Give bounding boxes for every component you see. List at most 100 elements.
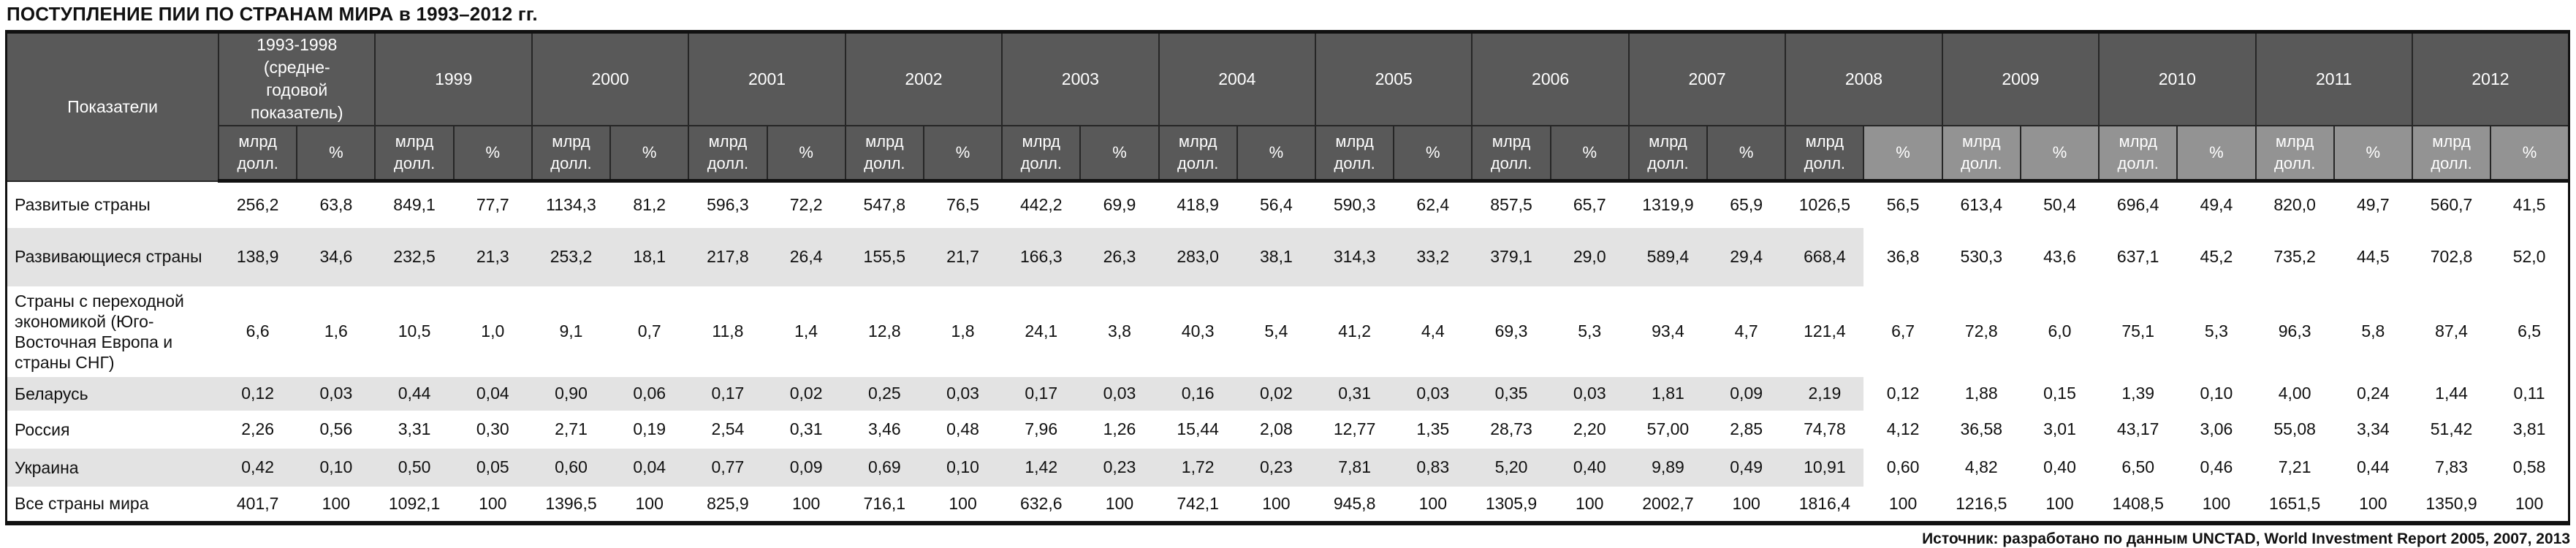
data-cell: 4,4 [1394,286,1473,377]
data-cell: 1092,1 [375,486,454,523]
data-cell: 820,0 [2255,180,2334,228]
data-cell: 379,1 [1472,227,1551,286]
period-header-cell: 2008 [1785,31,1943,126]
data-cell: 166,3 [1002,227,1081,286]
data-cell: 100 [923,486,1003,523]
data-cell: 155,5 [845,227,924,286]
years-header-row: Показатели 1993-1998 (средне- годовой пок… [5,31,2570,182]
row-label-cell: Беларусь [6,376,219,411]
unit-header-cell: млрд долл. [1785,124,1865,183]
table-body: Развитые страны 256,2 63,8 849,1 77,7 1134,3 8… [6,180,2569,523]
data-cell: 0,05 [453,448,532,487]
unit-header-cell: % [296,124,376,183]
data-cell: 2,20 [1550,410,1629,449]
data-cell: 0,56 [297,410,376,449]
data-cell: 44,5 [2333,227,2412,286]
data-cell: 547,8 [845,180,924,228]
data-cell: 442,2 [1002,180,1081,228]
period-header-cell: 2001 [688,31,846,126]
unit-header-cell: % [452,124,533,183]
data-cell: 100 [1236,486,1315,523]
data-cell: 702,8 [2412,227,2491,286]
data-cell: 93,4 [1628,286,1708,377]
data-cell: 0,40 [1550,448,1629,487]
data-cell: 0,10 [2177,376,2256,411]
data-cell: 72,2 [767,180,846,228]
unit-header-cell: % [1236,124,1317,183]
data-cell: 1651,5 [2255,486,2334,523]
period-header-cell: 2005 [1314,31,1473,126]
data-cell: 0,77 [688,448,767,487]
unit-header-cell: млрд долл. [688,124,768,183]
unit-header-cell: % [766,124,846,183]
data-cell: 100 [297,486,376,523]
data-cell: 38,1 [1236,227,1315,286]
data-cell: 401,7 [219,486,297,523]
data-cell: 696,4 [2099,180,2178,228]
data-cell: 1319,9 [1628,180,1708,228]
data-cell: 716,1 [845,486,924,523]
data-cell: 75,1 [2099,286,2178,377]
data-cell: 7,96 [1002,410,1081,449]
data-cell: 1,72 [1158,448,1237,487]
period-header-cell: 2003 [1001,31,1160,126]
data-cell: 256,2 [219,180,297,228]
data-cell: 1026,5 [1785,180,1864,228]
data-cell: 49,7 [2333,180,2412,228]
data-cell: 0,02 [767,376,846,411]
data-cell: 69,3 [1472,286,1551,377]
data-cell: 232,5 [375,227,454,286]
data-cell: 217,8 [688,227,767,286]
data-cell: 6,50 [2099,448,2178,487]
data-cell: 0,04 [453,376,532,411]
data-cell: 2,19 [1785,376,1864,411]
data-cell: 1,88 [1942,376,2021,411]
data-cell: 0,09 [767,448,846,487]
data-cell: 56,4 [1236,180,1315,228]
data-cell: 6,6 [219,286,297,377]
data-cell: 596,3 [688,180,767,228]
data-cell: 0,10 [923,448,1003,487]
data-cell: 100 [1080,486,1159,523]
data-cell: 100 [1707,486,1786,523]
data-cell: 0,7 [610,286,689,377]
data-cell: 0,69 [845,448,924,487]
data-cell: 24,1 [1002,286,1081,377]
data-cell: 10,91 [1785,448,1864,487]
data-cell: 2,54 [688,410,767,449]
data-cell: 3,81 [2490,410,2569,449]
data-cell: 121,4 [1785,286,1864,377]
data-cell: 590,3 [1315,180,1394,228]
data-cell: 29,0 [1550,227,1629,286]
data-cell: 0,03 [1394,376,1473,411]
data-cell: 43,6 [2020,227,2100,286]
period-header-cell: 2009 [1941,31,2100,126]
table-row: Украина 0,42 0,10 0,50 0,05 0,60 0,04 0,77 0,09 0… [6,448,2569,487]
table-row: Все страны мира 401,7 100 1092,1 100 1396,5 10… [6,486,2569,523]
table-row: Россия 2,26 0,56 3,31 0,30 2,71 0,19 2,54 0,31 3,… [6,410,2569,449]
data-cell: 5,3 [2177,286,2256,377]
data-cell: 50,4 [2020,180,2100,228]
data-cell: 1350,9 [2412,486,2491,523]
data-cell: 55,08 [2255,410,2334,449]
data-cell: 0,60 [531,448,611,487]
data-cell: 74,78 [1785,410,1864,449]
data-cell: 3,34 [2333,410,2412,449]
data-cell: 1,6 [297,286,376,377]
table-row: Развитые страны 256,2 63,8 849,1 77,7 1134,3 8… [6,180,2569,228]
data-cell: 69,9 [1080,180,1159,228]
data-cell: 0,04 [610,448,689,487]
data-cell: 138,9 [219,227,297,286]
data-cell: 0,19 [610,410,689,449]
data-cell: 76,5 [923,180,1003,228]
data-cell: 11,8 [688,286,767,377]
data-cell: 0,31 [767,410,846,449]
data-cell: 0,16 [1158,376,1237,411]
data-cell: 0,09 [1707,376,1786,411]
data-cell: 0,23 [1236,448,1315,487]
unit-header-cell: млрд долл. [1627,124,1709,183]
data-cell: 77,7 [453,180,532,228]
data-cell: 100 [767,486,846,523]
data-cell: 100 [2177,486,2256,523]
unit-header-cell: млрд долл. [2098,124,2178,183]
